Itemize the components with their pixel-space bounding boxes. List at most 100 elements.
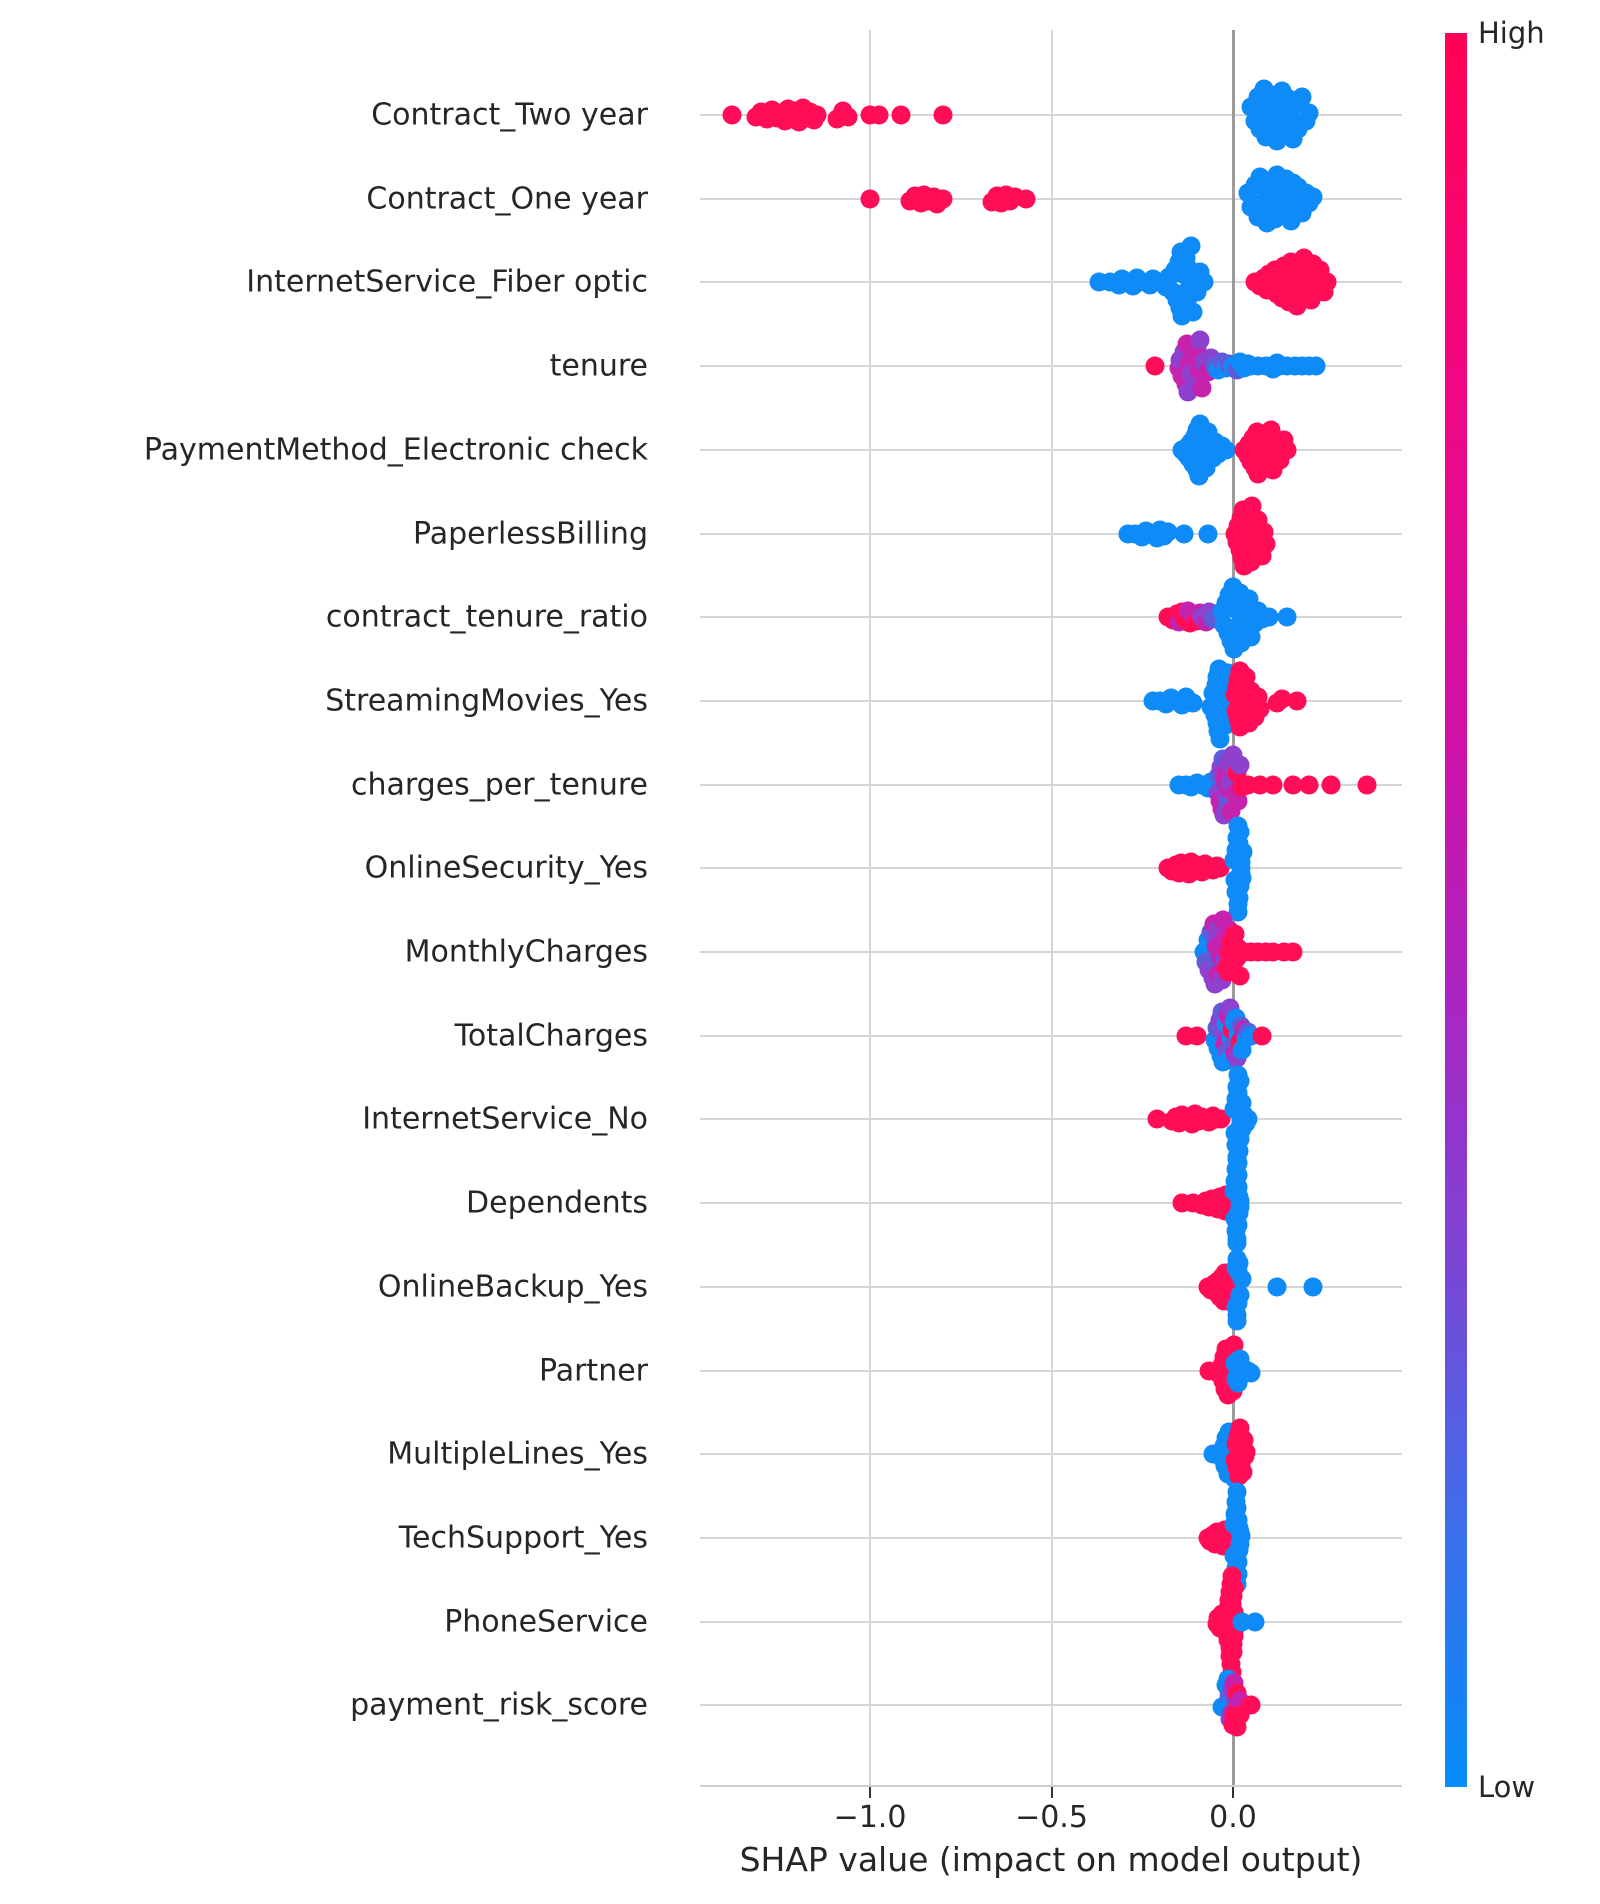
shap-dot [1231, 1526, 1251, 1546]
shap-dot [1241, 1363, 1261, 1382]
shap-dot [1187, 1026, 1207, 1046]
shap-dot [1016, 189, 1036, 209]
feature-label: PhoneService [444, 1604, 648, 1640]
x-tick-mark [1050, 1786, 1053, 1798]
shap-dot [860, 189, 880, 209]
shap-dot [1232, 1269, 1252, 1289]
shap-dot [1252, 1026, 1272, 1046]
shap-dot [1181, 236, 1201, 256]
feature-label: InternetService_Fiber optic [246, 264, 648, 300]
shap-dot [1198, 524, 1218, 543]
shap-dot [1283, 942, 1303, 962]
shap-dot [807, 105, 827, 125]
shap-dot [1233, 1462, 1253, 1482]
shap-dot [1277, 607, 1297, 627]
x-tick-mark [1232, 1786, 1234, 1798]
shap-dot [1292, 87, 1312, 107]
x-tick-label: −0.5 [1015, 1800, 1088, 1835]
feature-label: MultipleLines_Yes [387, 1436, 648, 1472]
shap-dot [722, 105, 742, 125]
feature-label: PaperlessBilling [413, 516, 648, 551]
shap-dot [1223, 1642, 1243, 1662]
feature-label: MonthlyCharges [404, 934, 648, 970]
feature-label: Contract_One year [366, 181, 648, 217]
shap-dot [1227, 1482, 1247, 1502]
shap-dot [1192, 378, 1212, 398]
shap-dot [1174, 524, 1194, 543]
shap-dot [1190, 330, 1210, 350]
shap-dot [1230, 1191, 1250, 1211]
feature-label: charges_per_tenure [350, 767, 648, 803]
feature-label: OnlineBackup_Yes [377, 1269, 648, 1305]
shap-dot [1256, 534, 1276, 553]
shap-dot [933, 105, 953, 125]
shap-dot [1145, 356, 1165, 376]
shap-dot [1216, 440, 1236, 460]
shap-dot [1230, 822, 1250, 842]
colorbar-low-label: Low [1478, 1770, 1536, 1804]
shap-dot [1306, 356, 1326, 376]
x-tick-label: −1.0 [833, 1800, 907, 1835]
shap-dot [1277, 440, 1297, 460]
shap-dot [1321, 775, 1341, 795]
shap-dot [1230, 1071, 1250, 1091]
shap-dot [1303, 187, 1323, 207]
feature-label: Dependents [466, 1185, 648, 1221]
feature-label: InternetService_No [362, 1101, 648, 1137]
x-tick-mark [869, 1786, 871, 1798]
shap-dot [1259, 607, 1279, 627]
shap-dot [891, 105, 911, 125]
colorbar-high-label: High [1478, 16, 1545, 50]
feature-label: TechSupport_Yes [398, 1520, 648, 1556]
feature-label: StreamingMovies_Yes [325, 683, 648, 719]
shap-dot [838, 107, 858, 127]
shap-dot [1317, 272, 1337, 292]
shap-dot [869, 105, 889, 125]
shap-dot [1241, 1695, 1261, 1715]
shap-dot [1227, 1311, 1247, 1331]
shap-dot [1158, 522, 1178, 541]
shap-dot [1267, 1277, 1287, 1297]
shap-dot [933, 189, 953, 209]
feature-label: TotalCharges [454, 1018, 648, 1054]
shap-dot [1183, 693, 1203, 713]
feature-label: contract_tenure_ratio [325, 599, 648, 635]
x-gridline [869, 30, 871, 1786]
shap-dot [1183, 302, 1203, 322]
shap-dot [1272, 689, 1292, 709]
x-gridline [1050, 30, 1053, 1786]
feature-label: tenure [549, 348, 648, 384]
shap-dot [1230, 1285, 1250, 1305]
shap-dot [1287, 691, 1307, 711]
shap-dot [1228, 902, 1248, 922]
shap-dot [1238, 1109, 1258, 1129]
shap-dot [1227, 1229, 1247, 1249]
feature-label: payment_risk_score [350, 1687, 648, 1723]
shap-dot [1229, 1253, 1249, 1273]
feature-label: PaymentMethod_Electronic check [143, 432, 648, 468]
shap-dot [1245, 1612, 1265, 1632]
shap-dot [1230, 966, 1250, 986]
shap-dot [1227, 1149, 1247, 1169]
x-axis-label: SHAP value (impact on model output) [739, 1840, 1363, 1879]
x-tick-label: 0.0 [1209, 1800, 1257, 1835]
shap-dot [1299, 103, 1319, 123]
feature-label: Partner [538, 1353, 648, 1388]
shap-dot [1263, 775, 1283, 795]
shap-dot [1147, 1109, 1167, 1129]
shap-dot [1236, 1442, 1256, 1462]
shap-dot [1283, 775, 1303, 795]
feature-label: Contract_Two year [371, 97, 648, 133]
shap-dot [1232, 868, 1252, 888]
x-axis-line [700, 1785, 1402, 1787]
shap-dot [1233, 842, 1253, 862]
shap-dot [1357, 775, 1377, 795]
shap-dot [1194, 272, 1214, 292]
shap-dot [1250, 699, 1270, 719]
shap-dot [1224, 1578, 1244, 1598]
shap-dot [1230, 755, 1250, 775]
colorbar-gradient [1445, 33, 1467, 1787]
shap-dot [1299, 775, 1319, 795]
shap-dot [1303, 1277, 1323, 1297]
